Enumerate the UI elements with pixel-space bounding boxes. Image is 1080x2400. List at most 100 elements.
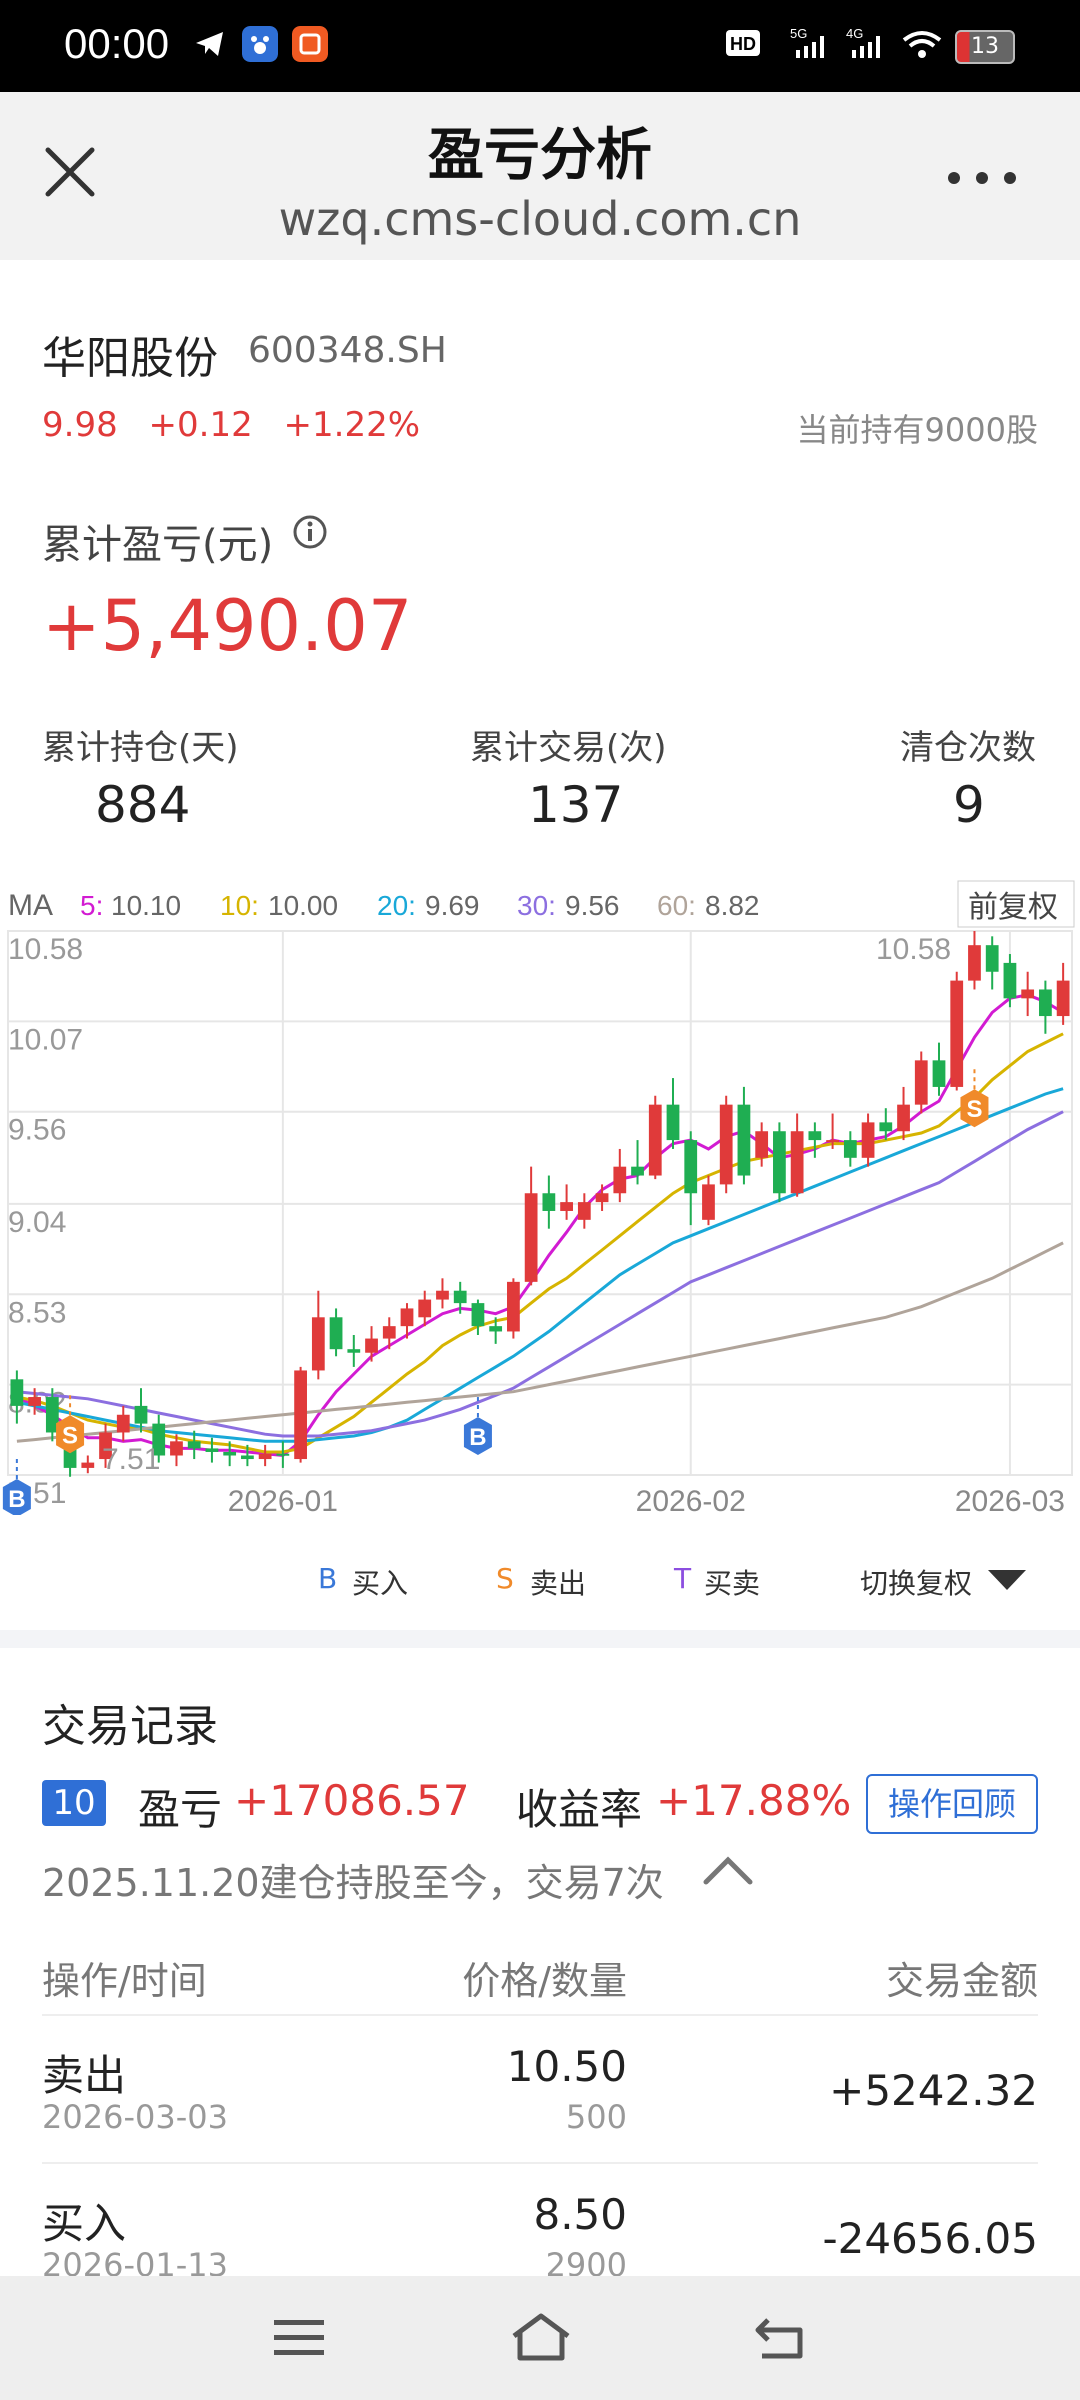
hd-icon: HD	[726, 30, 760, 56]
min-price-label: 7.51	[102, 1443, 160, 1476]
svg-text:5G: 5G	[790, 26, 807, 41]
trade-marker-label: S	[62, 1422, 78, 1449]
y-tick-label: 10.07	[8, 1023, 83, 1056]
liquidation-count-label: 清仓次数	[900, 728, 1036, 768]
candle-body	[861, 1122, 875, 1158]
system-nav-bar	[0, 2276, 1080, 2400]
candle-body	[773, 1131, 786, 1194]
ma-value-60: 8.82	[705, 890, 760, 921]
ma-line-30	[16, 1110, 1064, 1438]
records-pl-value: +17086.57	[234, 1776, 470, 1825]
review-button[interactable]: 操作回顾	[866, 1774, 1038, 1834]
holding-days-label: 累计持仓(天)	[42, 728, 239, 768]
trade-marker-sell	[56, 1415, 85, 1454]
ma-line-60	[16, 1241, 1064, 1443]
period-badge: 10	[42, 1780, 106, 1826]
candle-body	[702, 1184, 715, 1220]
taobao-icon	[292, 26, 328, 62]
section-divider	[0, 1630, 1080, 1648]
trade-marker-label: B	[8, 1486, 25, 1513]
chevron-up-icon[interactable]	[700, 1852, 756, 1888]
table-divider	[42, 2162, 1038, 2164]
candle-body	[276, 1453, 290, 1456]
holding-shares: 当前持有9000股	[796, 411, 1038, 449]
row-amount: -24656.05	[822, 2214, 1038, 2263]
candle-body	[258, 1453, 272, 1460]
records-since: 2025.11.20建仓持股至今，交易7次	[42, 1861, 664, 1905]
row-price: 10.50	[506, 2042, 627, 2091]
candle-body	[648, 1104, 662, 1176]
candle-body	[187, 1441, 201, 1449]
candle-body	[45, 1397, 59, 1433]
legend-s-key: S	[496, 1562, 514, 1595]
trade-marker-label: B	[469, 1424, 486, 1451]
candle-body	[170, 1441, 183, 1456]
candle-body	[116, 1414, 130, 1433]
candle-body	[985, 945, 999, 972]
svg-text:HD: HD	[730, 34, 756, 54]
legend-trade: 买卖	[704, 1567, 761, 1600]
ma-key-60: 60:	[657, 890, 696, 921]
title-bar: 盈亏分析 wzq.cms-cloud.com.cn	[0, 92, 1080, 260]
kline-svg[interactable]: MA 5: 10.10 10: 10.00 20: 9.69 30: 9.56 60: 8.82 前复…	[0, 875, 1080, 1518]
candle-body	[524, 1193, 538, 1282]
home-icon[interactable]	[508, 2310, 574, 2364]
marker-legend: B 买入 S 卖出 T 买卖 切换复权	[0, 1562, 1080, 1612]
candle-body	[400, 1308, 414, 1327]
candle-body	[914, 1060, 928, 1105]
records-pl-label: 盈亏	[138, 1785, 223, 1834]
candle-body	[577, 1202, 591, 1220]
menu-icon[interactable]	[272, 2316, 326, 2360]
row-price: 8.50	[533, 2190, 627, 2239]
legend-b-key: B	[318, 1562, 338, 1595]
switch-adjust-button[interactable]: 切换复权	[860, 1567, 973, 1600]
trade-marker-buy	[463, 1417, 492, 1456]
more-icon[interactable]	[946, 170, 1018, 186]
candle-body	[241, 1455, 254, 1460]
col-header-amount: 交易金额	[885, 1959, 1038, 2003]
candle-body	[365, 1338, 378, 1353]
candle-body	[134, 1405, 148, 1424]
records-rate-label: 收益率	[516, 1785, 643, 1834]
ma-label: MA	[8, 889, 53, 922]
candle-body	[737, 1104, 751, 1176]
ma-value-20: 9.69	[425, 890, 480, 921]
candle-body	[631, 1166, 644, 1176]
candle-body	[755, 1131, 769, 1158]
candle-body	[684, 1140, 698, 1194]
trade-marker-label: S	[966, 1096, 982, 1123]
candle-body	[613, 1166, 627, 1194]
candle-body	[879, 1122, 893, 1132]
page-title: 盈亏分析	[428, 123, 652, 188]
candle-body	[666, 1104, 680, 1141]
ma-key-20: 20:	[377, 890, 416, 921]
candle-body	[932, 1060, 946, 1087]
ma-value-30: 9.56	[565, 890, 620, 921]
y-tick-label: 9.56	[8, 1114, 66, 1147]
chart-frame	[7, 930, 1073, 1476]
y-tick-label: 8.53	[8, 1296, 66, 1329]
triangle-down-icon[interactable]	[986, 1568, 1028, 1592]
baidu-icon	[242, 26, 278, 62]
candle-body	[10, 1379, 24, 1406]
candle-body	[507, 1281, 520, 1332]
candle-body	[28, 1397, 41, 1406]
cumulative-pl-label: 累计盈亏(元)	[42, 522, 274, 568]
info-icon[interactable]	[292, 514, 328, 550]
candle-body	[418, 1299, 432, 1318]
stock-name: 华阳股份	[42, 333, 218, 384]
row-action: 卖出	[42, 2051, 127, 2100]
legend-buy: 买入	[352, 1567, 409, 1600]
holding-days-value: 884	[95, 776, 191, 834]
adjust-label: 前复权	[968, 890, 1058, 925]
liquidation-count-value: 9	[953, 776, 985, 834]
candle-body	[471, 1303, 485, 1327]
candle-body	[81, 1462, 95, 1468]
cumulative-pl-value: +5,490.07	[42, 585, 413, 667]
candle-body	[595, 1193, 609, 1203]
candle-body	[453, 1290, 467, 1304]
back-icon[interactable]	[752, 2314, 810, 2362]
close-icon[interactable]	[42, 144, 98, 200]
kline-chart[interactable]: MA 5: 10.10 10: 10.00 20: 9.69 30: 9.56 60: 8.82 前复…	[0, 875, 1080, 1518]
candle-body	[436, 1290, 449, 1300]
